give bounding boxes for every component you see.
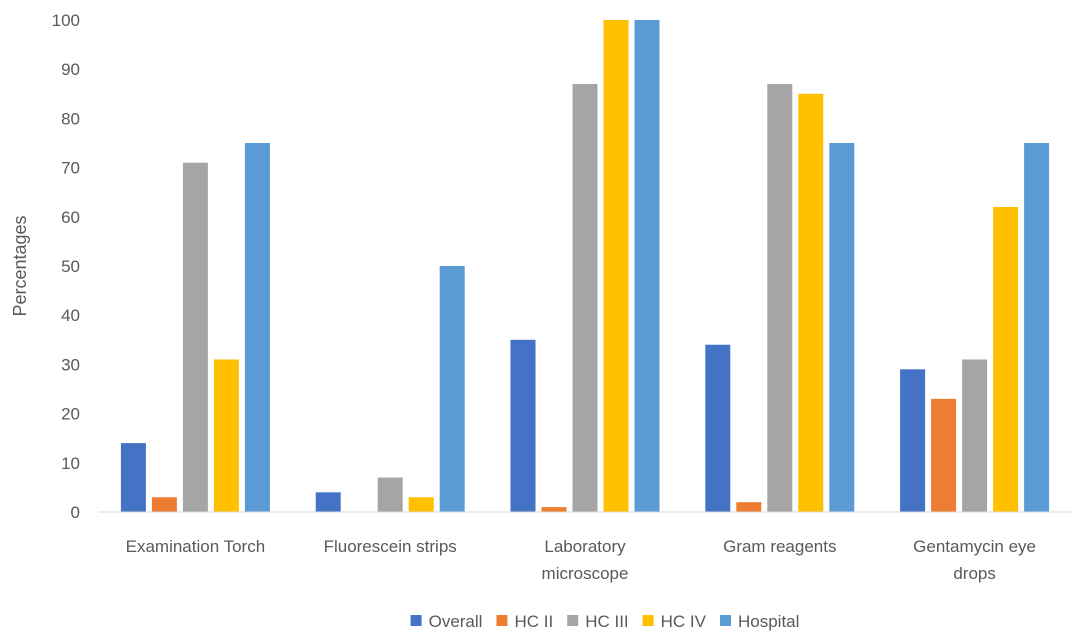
x-category-label: Gram reagents bbox=[723, 537, 836, 556]
bar-overall-0 bbox=[120, 443, 146, 512]
legend: Overall HC II HC III HC IV Hospital bbox=[410, 612, 799, 631]
y-tick-label: 70 bbox=[61, 159, 80, 178]
x-category-label: Laboratory bbox=[544, 537, 626, 556]
bar-hc-iii-4 bbox=[962, 359, 988, 512]
legend-swatch-hc-ii bbox=[496, 615, 508, 626]
bar-hc-iv-3 bbox=[798, 93, 824, 513]
x-category-label: drops bbox=[953, 564, 996, 583]
bar-hc-iv-2 bbox=[603, 20, 629, 512]
legend-swatch-hc-iii bbox=[567, 615, 579, 626]
x-category-label: Gentamycin eye bbox=[913, 537, 1036, 556]
legend-label: Overall bbox=[429, 612, 483, 631]
y-tick-label: 40 bbox=[61, 306, 80, 325]
y-tick-label: 20 bbox=[61, 405, 80, 424]
legend-swatch-hc-iv bbox=[642, 615, 654, 626]
y-axis: 0 10 20 30 40 50 60 70 80 90 100 bbox=[52, 11, 80, 522]
bar-hc-iii-2 bbox=[572, 83, 598, 513]
legend-label: HC IV bbox=[661, 612, 707, 631]
bars bbox=[120, 20, 1050, 513]
legend-label: HC III bbox=[585, 612, 628, 631]
bar-hospital-4 bbox=[1024, 143, 1050, 512]
bar-overall-2 bbox=[510, 339, 536, 512]
x-axis: Examination Torch Fluorescein strips Labor… bbox=[126, 537, 1036, 583]
legend-swatch-overall bbox=[410, 615, 422, 626]
y-tick-label: 60 bbox=[61, 208, 80, 227]
bar-hc-ii-3 bbox=[736, 502, 762, 512]
bar-hc-ii-0 bbox=[151, 497, 177, 512]
bar-hc-ii-2 bbox=[541, 507, 567, 512]
x-category-label: microscope bbox=[542, 564, 629, 583]
bar-overall-1 bbox=[315, 492, 341, 512]
y-tick-label: 80 bbox=[61, 109, 80, 128]
y-tick-label: 90 bbox=[61, 60, 80, 79]
bar-hc-iii-0 bbox=[182, 162, 208, 512]
bar-hospital-3 bbox=[829, 143, 855, 512]
bar-hc-ii-4 bbox=[931, 398, 957, 512]
bar-overall-3 bbox=[705, 344, 731, 512]
bar-hc-iii-3 bbox=[767, 83, 793, 513]
bar-hospital-0 bbox=[244, 143, 270, 512]
bar-hc-iii-1 bbox=[377, 477, 403, 512]
legend-label: HC II bbox=[514, 612, 553, 631]
bar-hospital-2 bbox=[634, 20, 660, 512]
x-category-label: Examination Torch bbox=[126, 537, 266, 556]
y-tick-label: 0 bbox=[71, 503, 80, 522]
y-axis-title: Percentages bbox=[10, 215, 30, 316]
x-category-label: Fluorescein strips bbox=[324, 537, 457, 556]
legend-swatch-hospital bbox=[719, 615, 731, 626]
bar-hospital-1 bbox=[439, 266, 465, 512]
bar-hc-iv-4 bbox=[993, 206, 1019, 512]
y-tick-label: 50 bbox=[61, 257, 80, 276]
bar-overall-4 bbox=[900, 369, 926, 512]
bar-hc-iv-1 bbox=[408, 497, 434, 512]
y-tick-label: 30 bbox=[61, 355, 80, 374]
y-tick-label: 10 bbox=[61, 454, 80, 473]
bar-hc-iv-0 bbox=[213, 359, 239, 512]
legend-label: Hospital bbox=[738, 612, 799, 631]
y-tick-label: 100 bbox=[52, 11, 80, 30]
